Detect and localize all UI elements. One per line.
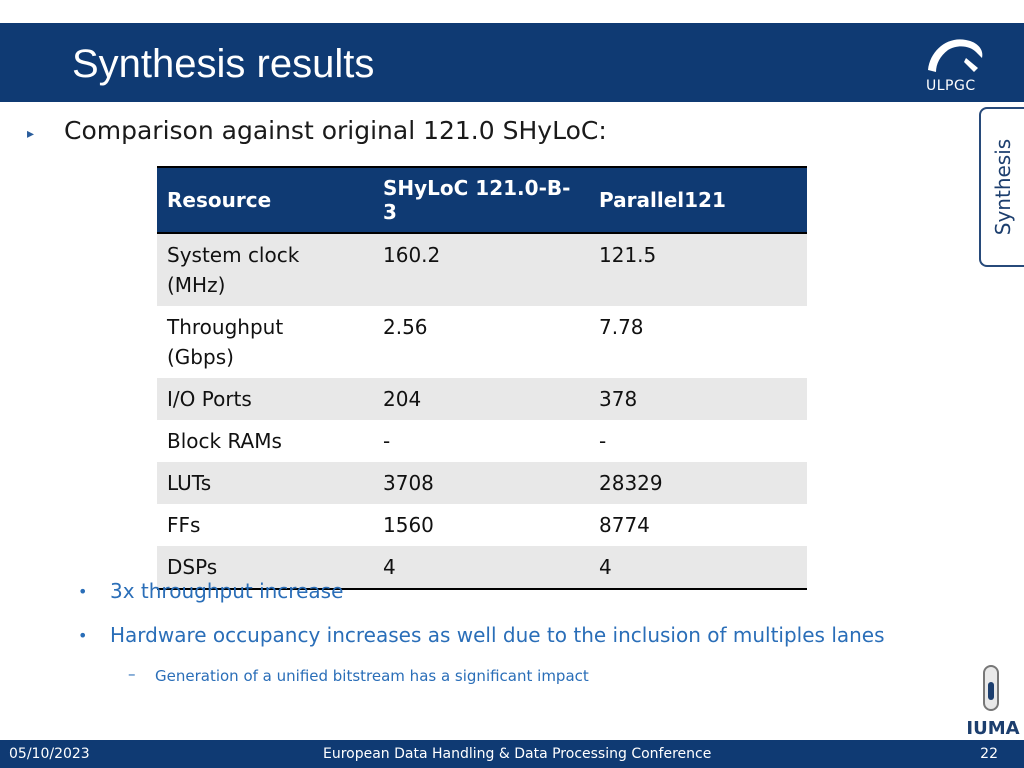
sub-bullet-dash-icon: – [128,665,136,683]
table-cell: 1560 [383,513,434,537]
column-header: Resource [157,166,373,234]
bullet-dot-icon: • [78,582,88,601]
table-cell: 4 [589,546,807,590]
header-bar [0,23,1024,102]
table-cell: 378 [589,378,807,420]
section-tab-label: Synthesis [991,138,1015,236]
table-row: I/O Ports 204 378 [157,378,807,420]
iuma-label: IUMA [966,718,1019,739]
table-cell: FFs [167,513,201,537]
table-cell: System clock (MHz) [157,233,373,306]
table-row: Block RAMs - - [157,420,807,462]
table-cell: 121.5 [589,233,807,306]
table-cell: Throughput (Gbps) [167,315,284,369]
slide-title: Synthesis results [72,42,375,86]
intro-text: Comparison against original 121.0 SHyLoC… [64,116,607,145]
table-cell: - [599,429,607,453]
table-row: FFs 1560 8774 [157,504,807,546]
column-header: SHyLoC 121.0-B-3 [373,166,589,234]
table-header-row: Resource SHyLoC 121.0-B-3 Parallel121 [157,166,807,234]
table-row: Throughput (Gbps) 2.56 7.78 [157,306,807,378]
bullet-dot-icon: • [78,626,88,645]
section-tab[interactable]: Synthesis [979,107,1024,267]
bullet-text: Hardware occupancy increases as well due… [110,623,885,647]
table-cell: 2.56 [383,315,428,339]
table-cell: 160.2 [373,233,589,306]
table-row: System clock (MHz) 160.2 121.5 [157,233,807,306]
iuma-logo: IUMA [966,665,1020,739]
footer-bar: 05/10/2023 European Data Handling & Data… [0,740,1024,768]
comparison-table: Resource SHyLoC 121.0-B-3 Parallel121 Sy… [157,166,807,590]
table-cell: 8774 [599,513,650,537]
column-header: Parallel121 [589,166,807,234]
table-cell: 28329 [589,462,807,504]
page-number: 22 [980,746,998,762]
table-cell: DSPs [157,546,373,590]
table-cell: 204 [373,378,589,420]
table-row: DSPs 4 4 [157,546,807,590]
bullet-text: 3x throughput increase [110,579,344,603]
sub-bullet-text: Generation of a unified bitstream has a … [155,667,589,685]
table-cell: I/O Ports [157,378,373,420]
ulpgc-label: ULPGC [926,78,976,94]
footer-date: 05/10/2023 [9,746,90,762]
table-cell: 4 [373,546,589,590]
footer-conference: European Data Handling & Data Processing… [323,746,712,762]
table-cell: LUTs [157,462,373,504]
table-cell: Block RAMs [167,429,282,453]
table-cell: 7.78 [599,315,644,339]
table-cell: 3708 [373,462,589,504]
bullet-arrow-icon: ▸ [27,126,35,142]
table-row: LUTs 3708 28329 [157,462,807,504]
ulpgc-logo [928,39,983,72]
table-cell: - [383,429,391,453]
